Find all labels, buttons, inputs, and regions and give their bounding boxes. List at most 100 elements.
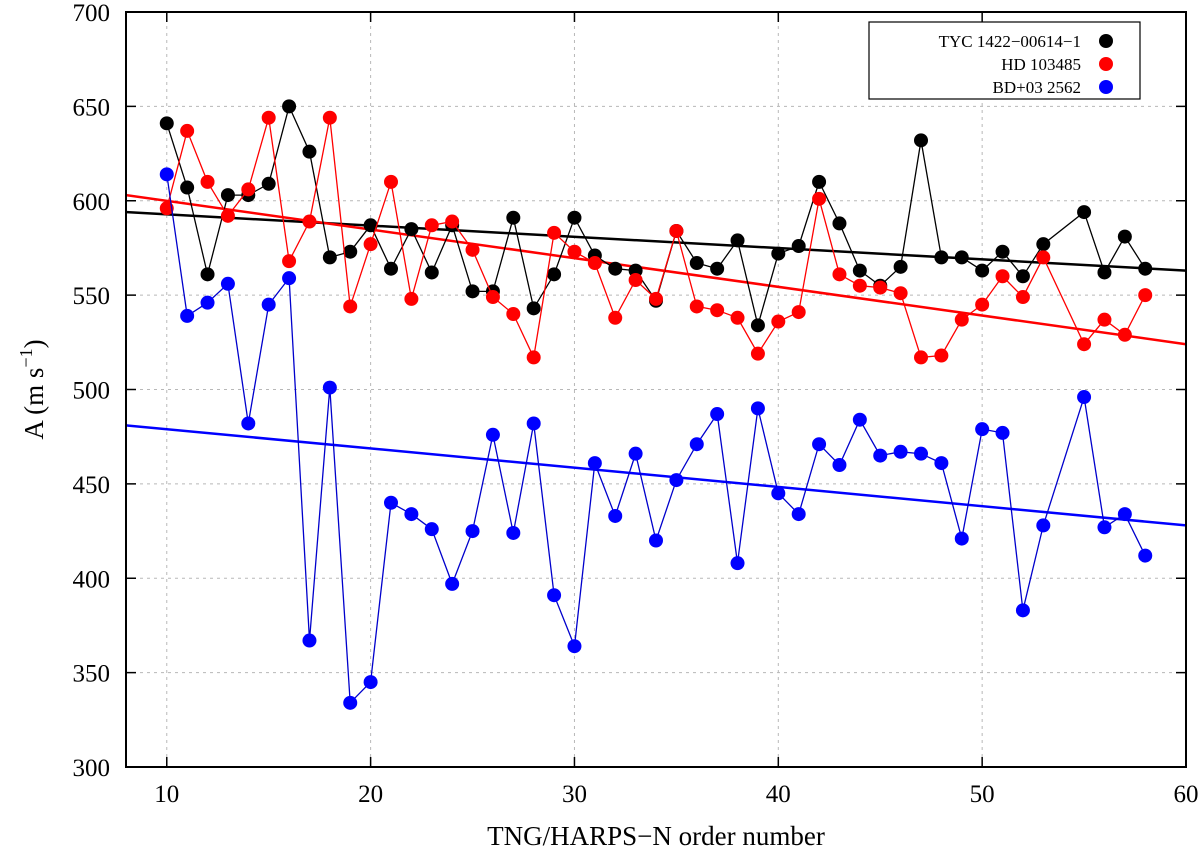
legend-marker bbox=[1099, 57, 1113, 71]
data-point bbox=[159, 201, 174, 216]
data-point bbox=[424, 265, 439, 280]
data-point bbox=[1138, 548, 1153, 563]
data-point bbox=[526, 350, 541, 365]
x-tick-label: 40 bbox=[766, 781, 791, 808]
data-point bbox=[669, 473, 684, 488]
data-point bbox=[424, 522, 439, 537]
data-point bbox=[526, 301, 541, 316]
data-point bbox=[180, 308, 195, 323]
data-point bbox=[689, 299, 704, 314]
data-point bbox=[1036, 250, 1051, 265]
data-point bbox=[343, 244, 358, 259]
data-point bbox=[1097, 520, 1112, 535]
data-point bbox=[914, 350, 928, 365]
y-tick-label: 600 bbox=[73, 189, 111, 216]
data-point bbox=[852, 263, 867, 278]
data-point bbox=[302, 214, 317, 229]
data-point bbox=[1077, 205, 1092, 220]
data-point bbox=[771, 314, 786, 329]
data-point bbox=[914, 133, 928, 148]
data-point bbox=[832, 267, 847, 282]
data-point bbox=[485, 427, 500, 442]
data-point bbox=[1015, 269, 1030, 284]
data-point bbox=[384, 261, 398, 276]
data-point bbox=[547, 588, 562, 603]
data-point bbox=[1015, 290, 1030, 305]
data-point bbox=[220, 208, 235, 223]
data-point bbox=[322, 380, 337, 395]
data-point bbox=[282, 99, 297, 114]
data-point bbox=[547, 267, 562, 282]
data-point bbox=[1015, 603, 1030, 618]
data-point bbox=[485, 290, 500, 305]
data-point bbox=[954, 312, 969, 327]
data-point bbox=[445, 214, 460, 229]
series-2 bbox=[159, 110, 1153, 365]
data-point bbox=[200, 174, 215, 189]
series-3 bbox=[159, 167, 1153, 710]
data-point bbox=[893, 286, 908, 301]
data-point bbox=[771, 246, 786, 261]
data-point bbox=[995, 425, 1010, 440]
data-point bbox=[975, 297, 990, 312]
data-point bbox=[771, 486, 786, 501]
data-point bbox=[465, 284, 480, 299]
data-point bbox=[750, 401, 765, 416]
data-point bbox=[1036, 237, 1051, 252]
x-axis-label: TNG/HARPS−N order number bbox=[487, 821, 825, 851]
y-axis-label: A (m s−1) bbox=[16, 339, 49, 439]
x-tick-label: 20 bbox=[358, 781, 383, 808]
data-point bbox=[159, 167, 174, 182]
data-point bbox=[1097, 312, 1112, 327]
data-point bbox=[954, 250, 969, 265]
data-point bbox=[852, 412, 867, 427]
data-point bbox=[404, 507, 419, 522]
x-tick-label: 10 bbox=[154, 781, 179, 808]
y-tick-label: 300 bbox=[73, 755, 111, 782]
data-point bbox=[812, 191, 827, 206]
x-tick-label: 50 bbox=[970, 781, 995, 808]
series-1 bbox=[159, 99, 1153, 333]
plot-frame bbox=[125, 11, 1187, 768]
data-point bbox=[832, 458, 847, 472]
fit-line-series-3 bbox=[125, 424, 1187, 527]
data-point bbox=[282, 254, 297, 269]
legend-item-1: TYC 1422−00614−1 bbox=[939, 32, 1113, 51]
data-point bbox=[404, 222, 419, 237]
data-point bbox=[424, 218, 439, 233]
data-point bbox=[547, 225, 562, 240]
data-point bbox=[934, 250, 949, 265]
data-point bbox=[750, 318, 765, 333]
data-point bbox=[730, 233, 745, 248]
data-point bbox=[567, 244, 582, 259]
legend-marker bbox=[1099, 34, 1113, 48]
data-series bbox=[159, 99, 1153, 710]
data-point bbox=[934, 456, 949, 471]
data-point bbox=[302, 633, 317, 648]
data-point bbox=[1138, 261, 1153, 276]
legend-label: HD 103485 bbox=[1001, 55, 1081, 74]
data-point bbox=[384, 174, 398, 189]
data-point bbox=[506, 210, 521, 225]
data-point bbox=[914, 446, 928, 461]
data-point bbox=[200, 267, 215, 282]
data-point bbox=[567, 210, 582, 225]
data-point bbox=[975, 263, 990, 278]
data-point bbox=[1117, 229, 1132, 244]
data-point bbox=[1138, 288, 1153, 303]
data-point bbox=[689, 256, 704, 271]
data-point bbox=[220, 188, 235, 203]
y-axis-label-close: ) bbox=[19, 339, 49, 348]
data-point bbox=[322, 250, 337, 265]
data-point bbox=[730, 556, 745, 571]
data-point bbox=[241, 182, 256, 197]
data-point bbox=[567, 639, 582, 654]
data-point bbox=[873, 280, 888, 295]
data-point bbox=[812, 174, 827, 189]
x-tick-label: 30 bbox=[562, 781, 587, 808]
data-point bbox=[363, 218, 378, 233]
data-point bbox=[465, 242, 480, 257]
data-point bbox=[710, 303, 725, 318]
y-tick-label: 450 bbox=[73, 472, 111, 499]
